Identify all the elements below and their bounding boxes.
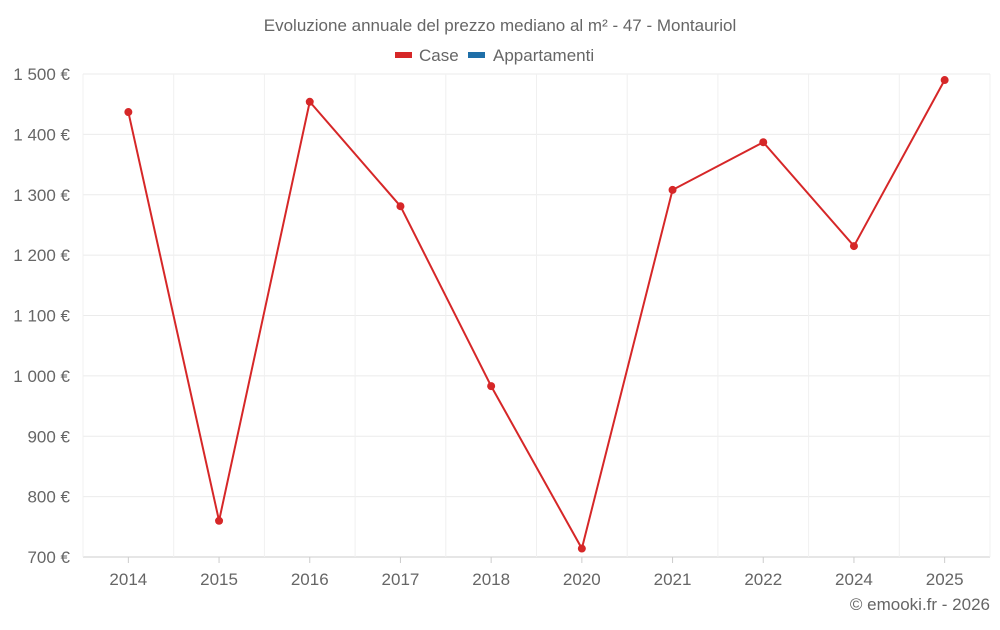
y-tick-label: 1 000 €	[13, 367, 70, 386]
y-tick-label: 1 400 €	[13, 125, 70, 144]
x-tick-label: 2016	[291, 570, 329, 589]
legend-swatch-appartamenti	[468, 52, 485, 58]
data-point	[396, 202, 405, 211]
data-point	[487, 382, 496, 391]
y-tick-label: 800 €	[27, 488, 70, 507]
y-tick-label: 700 €	[27, 548, 70, 567]
data-point	[849, 242, 858, 251]
data-point	[305, 97, 314, 106]
chart-title: Evoluzione annuale del prezzo mediano al…	[264, 16, 736, 35]
credit: © emooki.fr - 2026	[850, 595, 990, 614]
y-tick-label: 1 200 €	[13, 246, 70, 265]
legend-label-case[interactable]: Case	[419, 46, 459, 65]
data-point	[668, 185, 677, 194]
legend-swatch-case	[395, 52, 412, 58]
legend-label-appartamenti[interactable]: Appartamenti	[493, 46, 594, 65]
x-tick-label: 2018	[472, 570, 510, 589]
data-point	[759, 138, 768, 147]
x-tick-label: 2021	[654, 570, 692, 589]
y-tick-label: 1 100 €	[13, 307, 70, 326]
x-tick-label: 2015	[200, 570, 238, 589]
data-point	[940, 76, 949, 85]
legend: Case Appartamenti	[395, 46, 594, 65]
data-point	[124, 108, 133, 117]
x-tick-label: 2020	[563, 570, 601, 589]
data-point	[577, 544, 586, 553]
x-tick-label: 2017	[382, 570, 420, 589]
y-tick-label: 900 €	[27, 427, 70, 446]
series-line-case	[127, 79, 946, 552]
x-tick-label: 2024	[835, 570, 873, 589]
x-tick-label: 2025	[926, 570, 964, 589]
x-tick-label: 2022	[744, 570, 782, 589]
data-point	[215, 516, 224, 525]
y-tick-label: 1 300 €	[13, 186, 70, 205]
y-tick-label: 1 500 €	[13, 65, 70, 84]
x-tick-label: 2014	[109, 570, 147, 589]
